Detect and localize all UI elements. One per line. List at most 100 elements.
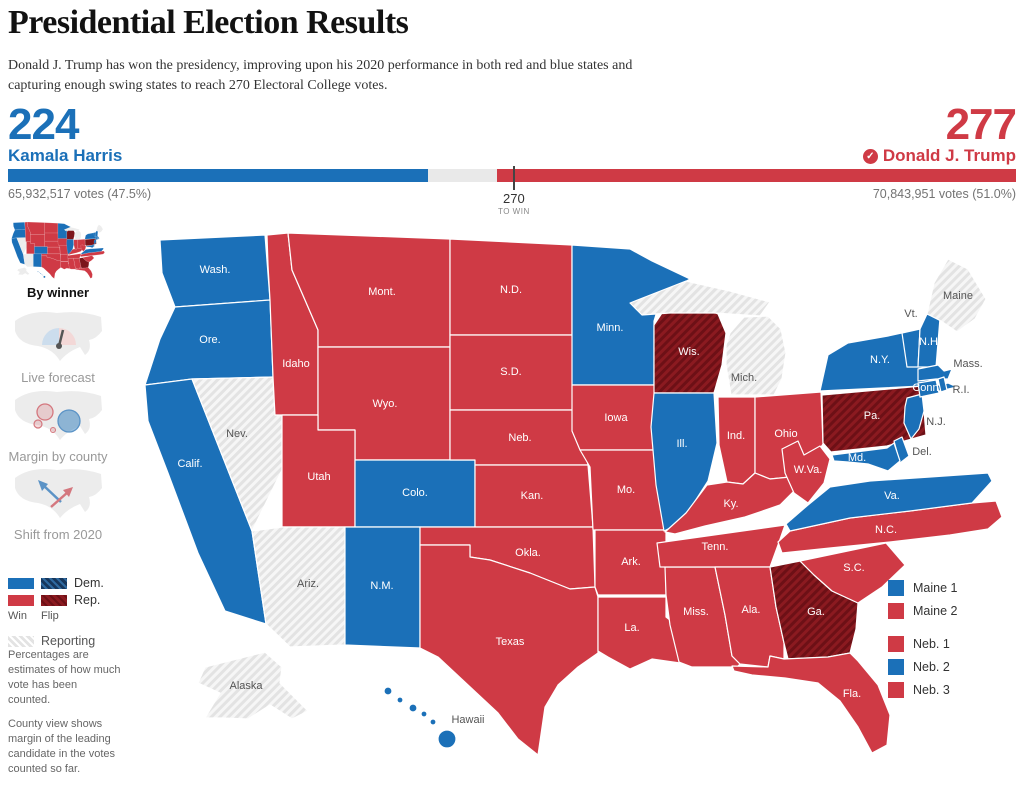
county-bubble-red-large: [36, 403, 54, 421]
state-AK[interactable]: [197, 651, 309, 720]
state-MO[interactable]: [579, 449, 667, 531]
shift-arrow-red-icon: [50, 491, 69, 508]
state-UT[interactable]: [281, 414, 356, 528]
county-bubble-red-small: [33, 419, 43, 429]
state-AZ[interactable]: [251, 526, 346, 648]
harris-bar-segment: [8, 169, 428, 182]
rep-flip-swatch: [41, 594, 67, 606]
state-WV[interactable]: [781, 440, 831, 504]
neb-3-label: Neb. 3: [913, 683, 950, 697]
district-row-neb-3: Neb. 3: [888, 682, 957, 698]
rep-legend-label: Rep.: [74, 593, 101, 607]
gauge-pivot: [56, 343, 62, 349]
undecided-bar-segment: [427, 169, 497, 182]
legend-notes: Percentages are estimates of how much vo…: [8, 648, 122, 786]
state-SC[interactable]: [799, 542, 906, 604]
270-value: 270: [503, 191, 525, 206]
state-HI[interactable]: [408, 703, 418, 713]
state-TX[interactable]: [419, 544, 599, 756]
win-label: Win: [8, 610, 27, 622]
view-live-forecast[interactable]: Live forecast: [2, 305, 114, 385]
state-VA[interactable]: [785, 472, 993, 532]
county-bubble-blue-large: [57, 409, 81, 433]
neb-3-swatch: [888, 682, 904, 698]
view-by-winner[interactable]: By winner: [2, 220, 114, 300]
state-label-DE: Del.: [912, 446, 932, 458]
to-win-label: TO WIN: [497, 207, 530, 216]
state-SD[interactable]: [449, 334, 576, 411]
district-row-maine-2: Maine 2: [888, 603, 957, 619]
state-HI[interactable]: [383, 686, 393, 696]
state-label-HI: Hawaii: [451, 714, 484, 726]
state-HI[interactable]: [429, 718, 437, 726]
rep-win-swatch: [8, 594, 34, 606]
view-by-winner-label: By winner: [26, 285, 90, 300]
county-bubble-red-tiny: [50, 427, 56, 433]
margin-by-county-thumbnail: [15, 391, 102, 440]
dem-flip-swatch: [41, 577, 67, 589]
district-row-maine-1: Maine 1: [888, 580, 957, 596]
state-MI[interactable]: [629, 280, 787, 396]
state-NH[interactable]: [917, 313, 941, 368]
dem-win-swatch: [8, 577, 34, 589]
state-LA[interactable]: [597, 596, 681, 670]
state-TN[interactable]: [656, 524, 786, 568]
state-ND[interactable]: [449, 238, 573, 336]
page-subtitle: Donald J. Trump has won the presidency, …: [8, 58, 633, 94]
district-row-neb-2: Neb. 2: [888, 659, 957, 675]
state-MA[interactable]: [917, 364, 953, 382]
shift-arrow-blue-head: [38, 480, 48, 491]
neb-1-swatch: [888, 636, 904, 652]
view-margin-by-county[interactable]: Margin by county: [2, 384, 114, 464]
state-RI[interactable]: [937, 376, 948, 393]
note-percentages: Percentages are estimates of how much vo…: [8, 649, 121, 706]
state-OR[interactable]: [144, 299, 274, 386]
district-row-neb-1: Neb. 1: [888, 636, 957, 652]
winner-check-icon: ✓: [862, 148, 878, 164]
reporting-swatch: [8, 635, 34, 647]
view-shift-from-2020-label: Shift from 2020: [13, 527, 103, 542]
gauge-left-half: [42, 328, 59, 345]
state-NE[interactable]: [449, 409, 589, 466]
state-IN[interactable]: [717, 396, 756, 485]
neb-2-swatch: [888, 659, 904, 675]
dem-legend-label: Dem.: [74, 576, 104, 590]
shift-from-2020-thumbnail: [15, 469, 102, 518]
state-MD[interactable]: [831, 442, 901, 472]
state-NM[interactable]: [344, 526, 421, 649]
state-IA[interactable]: [571, 384, 665, 451]
state-HI[interactable]: [420, 710, 428, 718]
maine-2-swatch: [888, 603, 904, 619]
view-margin-by-county-label: Margin by county: [8, 449, 108, 464]
neb-1-label: Neb. 1: [913, 637, 950, 651]
view-live-forecast-label: Live forecast: [21, 370, 95, 385]
state-CT[interactable]: [917, 379, 940, 398]
state-WA[interactable]: [159, 234, 271, 308]
district-legend: Maine 1 Maine 2 Neb. 1 Neb. 2 Neb. 3: [888, 580, 957, 705]
trump-name-row: ✓ Donald J. Trump: [862, 146, 1016, 166]
by-winner-thumbnail: [11, 221, 105, 279]
state-KY[interactable]: [664, 472, 799, 535]
state-HI[interactable]: [437, 729, 457, 749]
map-legend: Dem. Rep. Win Flip Reporting: [8, 576, 126, 648]
state-CO[interactable]: [354, 459, 476, 528]
note-county-view: County view shows margin of the leading …: [8, 718, 116, 775]
harris-name: Kamala Harris: [8, 146, 123, 165]
shift-arrow-red-head: [63, 487, 73, 497]
maine-2-label: Maine 2: [913, 604, 958, 618]
state-label-VT: Vt.: [904, 308, 917, 320]
state-KS[interactable]: [474, 464, 594, 528]
neb-2-label: Neb. 2: [913, 660, 950, 674]
state-HI[interactable]: [396, 696, 404, 704]
state-WI[interactable]: [653, 300, 727, 394]
state-ME[interactable]: [926, 258, 987, 333]
state-FL[interactable]: [731, 652, 891, 754]
view-shift-from-2020[interactable]: Shift from 2020: [2, 462, 114, 542]
electoral-bar: 270 TO WIN: [8, 166, 1016, 216]
270-tick-line: [512, 166, 515, 190]
harris-popular-votes: 65,932,517 votes (47.5%): [8, 187, 152, 201]
state-AR[interactable]: [594, 529, 667, 596]
trump-electoral-votes: 277: [945, 100, 1017, 149]
trump-name: Donald J. Trump: [882, 146, 1016, 165]
